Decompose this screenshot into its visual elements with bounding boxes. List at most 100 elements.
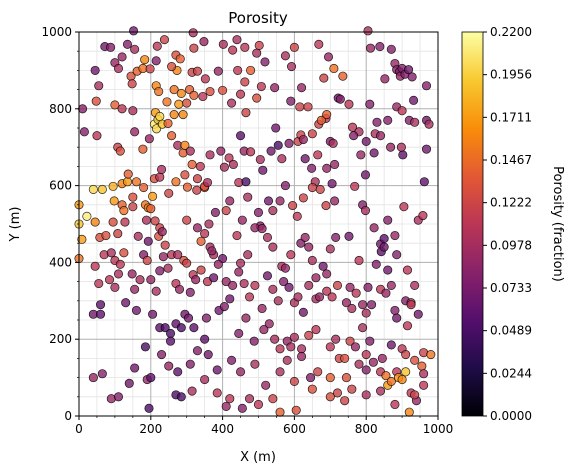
data-point [361,308,371,318]
data-point [216,146,226,156]
data-point [401,350,411,360]
data-point [381,371,391,381]
data-point [401,367,411,377]
data-point [119,206,129,216]
data-point [224,153,234,163]
data-point [275,407,285,417]
data-point [131,177,141,187]
data-point [311,273,321,283]
data-point [345,282,355,292]
data-point [127,269,137,279]
data-point [280,263,290,273]
data-point [266,146,276,156]
data-point [365,99,375,109]
data-point [275,367,285,377]
data-point [360,170,371,180]
data-point [410,355,420,365]
data-point [130,363,140,373]
data-point [158,252,168,262]
data-point [298,134,308,145]
data-point [88,373,98,383]
data-point [252,48,262,58]
data-point [183,313,194,323]
data-point [233,65,243,75]
data-point [91,96,101,106]
data-point [264,319,274,329]
data-point [213,259,223,269]
data-point [419,369,429,379]
data-point [386,376,396,386]
data-point [338,71,348,81]
data-point [410,390,420,400]
data-point [356,150,366,160]
data-point [379,234,389,244]
major-grid [79,32,438,416]
data-point [347,303,357,314]
scatter-points [74,26,436,417]
data-point [174,99,184,109]
colorbar-tick-label: 0.0978 [490,238,532,252]
data-point [92,131,102,141]
data-point [383,265,393,275]
data-point [117,52,127,62]
data-point [82,211,92,221]
data-point [331,334,341,344]
data-point [199,37,209,47]
data-point [383,215,393,225]
data-point [232,35,242,45]
data-point [241,313,251,323]
colorbar-tick-label: 0.1222 [490,196,532,210]
data-point [165,328,176,338]
data-point [178,110,188,120]
data-point [360,206,371,216]
data-point [113,392,124,402]
data-point [133,231,143,241]
data-point [151,56,161,66]
data-point [144,403,154,413]
data-point [237,215,247,225]
data-point [298,307,308,317]
data-point [344,231,354,241]
data-point [316,115,326,125]
data-point [180,170,190,180]
data-point [109,196,119,206]
data-point [210,207,220,218]
data-point [95,309,106,319]
data-point [232,230,242,241]
data-point [97,184,107,194]
data-point [410,117,420,127]
data-point [341,298,352,308]
data-point [205,86,215,97]
data-point [286,250,296,260]
data-point [327,292,337,302]
data-point [421,81,432,91]
data-point [88,184,98,194]
data-point [129,26,139,36]
data-point [173,367,183,377]
data-point [253,399,264,410]
data-point [90,217,100,227]
data-point [90,261,100,271]
data-point [322,286,332,296]
data-point [225,196,235,206]
data-point [148,309,158,319]
data-point [349,131,359,141]
data-point [150,216,160,226]
x-tick-label: 0 [75,422,83,436]
data-point [187,159,197,170]
data-point [140,55,150,65]
data-point [304,330,314,340]
data-point [218,39,228,49]
data-point [322,269,332,279]
data-point [241,177,251,187]
data-point [127,79,137,89]
data-point [292,211,302,221]
data-point [325,244,335,254]
data-point [143,236,153,246]
data-point [141,215,152,225]
data-point [329,63,339,74]
data-point [167,62,177,72]
data-point [128,192,138,202]
data-point [219,162,229,172]
data-point [244,394,255,404]
